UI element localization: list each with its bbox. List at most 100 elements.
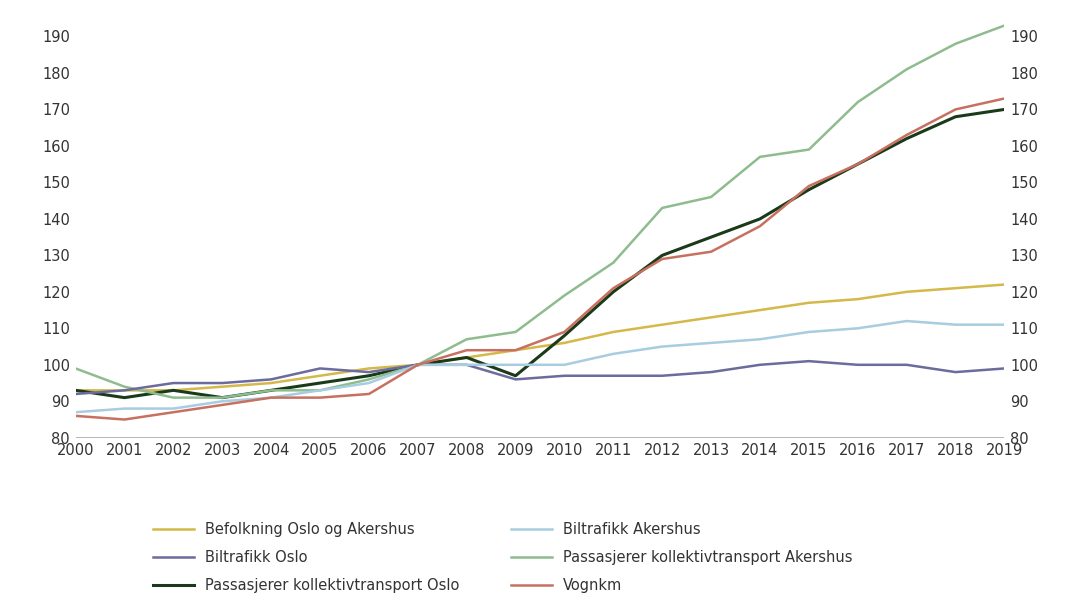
Befolkning Oslo og Akershus (802, 299, 815, 306)
Passasjerer kollektivtransport Akershus (802, 146, 815, 153)
Biltrafikk Oslo (607, 372, 620, 379)
Passasjerer kollektivtransport Oslo (998, 106, 1011, 113)
Passasjerer kollektivtransport Oslo (411, 361, 424, 368)
Passasjerer kollektivtransport Oslo (802, 186, 815, 193)
Passasjerer kollektivtransport Akershus (900, 66, 913, 73)
Biltrafikk Oslo (460, 361, 473, 368)
Befolkning Oslo og Akershus (998, 281, 1011, 288)
Befolkning Oslo og Akershus (754, 306, 767, 314)
Vognkm (363, 390, 376, 398)
Biltrafikk Oslo (656, 372, 669, 379)
Passasjerer kollektivtransport Akershus (656, 204, 669, 212)
Passasjerer kollektivtransport Akershus (754, 153, 767, 161)
Vognkm (216, 401, 229, 409)
Biltrafikk Akershus (167, 405, 180, 412)
Vognkm (118, 416, 131, 423)
Biltrafikk Oslo (558, 372, 571, 379)
Passasjerer kollektivtransport Akershus (851, 98, 864, 106)
Befolkning Oslo og Akershus (460, 354, 473, 361)
Vognkm (949, 106, 962, 113)
Passasjerer kollektivtransport Akershus (167, 394, 180, 401)
Biltrafikk Akershus (998, 321, 1011, 328)
Befolkning Oslo og Akershus (656, 321, 669, 328)
Befolkning Oslo og Akershus (313, 372, 326, 379)
Passasjerer kollektivtransport Akershus (558, 292, 571, 299)
Biltrafikk Akershus (704, 339, 717, 347)
Biltrafikk Oslo (704, 368, 717, 376)
Passasjerer kollektivtransport Akershus (69, 365, 82, 372)
Biltrafikk Oslo (998, 365, 1011, 372)
Passasjerer kollektivtransport Oslo (900, 135, 913, 142)
Passasjerer kollektivtransport Akershus (509, 328, 522, 336)
Passasjerer kollektivtransport Akershus (998, 22, 1011, 29)
Passasjerer kollektivtransport Oslo (118, 394, 131, 401)
Passasjerer kollektivtransport Oslo (704, 233, 717, 241)
Vognkm (460, 347, 473, 354)
Vognkm (607, 285, 620, 292)
Befolkning Oslo og Akershus (69, 387, 82, 394)
Biltrafikk Akershus (411, 361, 424, 368)
Passasjerer kollektivtransport Oslo (69, 387, 82, 394)
Passasjerer kollektivtransport Oslo (558, 332, 571, 339)
Biltrafikk Akershus (656, 343, 669, 350)
Vognkm (558, 328, 571, 336)
Befolkning Oslo og Akershus (265, 379, 278, 387)
Befolkning Oslo og Akershus (558, 339, 571, 347)
Passasjerer kollektivtransport Oslo (607, 288, 620, 295)
Biltrafikk Akershus (509, 361, 522, 368)
Biltrafikk Oslo (69, 390, 82, 398)
Biltrafikk Akershus (851, 325, 864, 332)
Vognkm (509, 347, 522, 354)
Biltrafikk Oslo (802, 358, 815, 365)
Vognkm (754, 223, 767, 230)
Passasjerer kollektivtransport Akershus (313, 387, 326, 394)
Line: Biltrafikk Akershus: Biltrafikk Akershus (76, 321, 1004, 412)
Vognkm (851, 161, 864, 168)
Passasjerer kollektivtransport Oslo (265, 387, 278, 394)
Befolkning Oslo og Akershus (949, 285, 962, 292)
Line: Befolkning Oslo og Akershus: Befolkning Oslo og Akershus (76, 285, 1004, 390)
Biltrafikk Akershus (69, 409, 82, 416)
Befolkning Oslo og Akershus (118, 387, 131, 394)
Befolkning Oslo og Akershus (900, 288, 913, 295)
Biltrafikk Oslo (167, 379, 180, 387)
Passasjerer kollektivtransport Oslo (363, 372, 376, 379)
Passasjerer kollektivtransport Akershus (949, 40, 962, 47)
Passasjerer kollektivtransport Oslo (509, 372, 522, 379)
Vognkm (704, 248, 717, 255)
Biltrafikk Oslo (118, 387, 131, 394)
Line: Vognkm: Vognkm (76, 98, 1004, 420)
Vognkm (265, 394, 278, 401)
Passasjerer kollektivtransport Akershus (363, 376, 376, 383)
Befolkning Oslo og Akershus (851, 295, 864, 303)
Line: Passasjerer kollektivtransport Oslo: Passasjerer kollektivtransport Oslo (76, 109, 1004, 398)
Passasjerer kollektivtransport Oslo (167, 387, 180, 394)
Biltrafikk Akershus (118, 405, 131, 412)
Vognkm (802, 182, 815, 190)
Befolkning Oslo og Akershus (216, 383, 229, 390)
Biltrafikk Oslo (216, 379, 229, 387)
Passasjerer kollektivtransport Akershus (704, 193, 717, 201)
Line: Passasjerer kollektivtransport Akershus: Passasjerer kollektivtransport Akershus (76, 26, 1004, 398)
Biltrafikk Akershus (949, 321, 962, 328)
Biltrafikk Akershus (802, 328, 815, 336)
Biltrafikk Akershus (754, 336, 767, 343)
Passasjerer kollektivtransport Oslo (949, 113, 962, 120)
Biltrafikk Oslo (949, 368, 962, 376)
Biltrafikk Oslo (509, 376, 522, 383)
Befolkning Oslo og Akershus (704, 314, 717, 321)
Biltrafikk Oslo (851, 361, 864, 368)
Befolkning Oslo og Akershus (509, 347, 522, 354)
Vognkm (998, 95, 1011, 102)
Passasjerer kollektivtransport Akershus (607, 259, 620, 266)
Passasjerer kollektivtransport Oslo (460, 354, 473, 361)
Biltrafikk Akershus (216, 398, 229, 405)
Biltrafikk Oslo (900, 361, 913, 368)
Biltrafikk Oslo (754, 361, 767, 368)
Vognkm (167, 409, 180, 416)
Biltrafikk Akershus (265, 394, 278, 401)
Passasjerer kollektivtransport Akershus (118, 383, 131, 390)
Passasjerer kollektivtransport Oslo (754, 215, 767, 223)
Biltrafikk Akershus (558, 361, 571, 368)
Line: Biltrafikk Oslo: Biltrafikk Oslo (76, 361, 1004, 394)
